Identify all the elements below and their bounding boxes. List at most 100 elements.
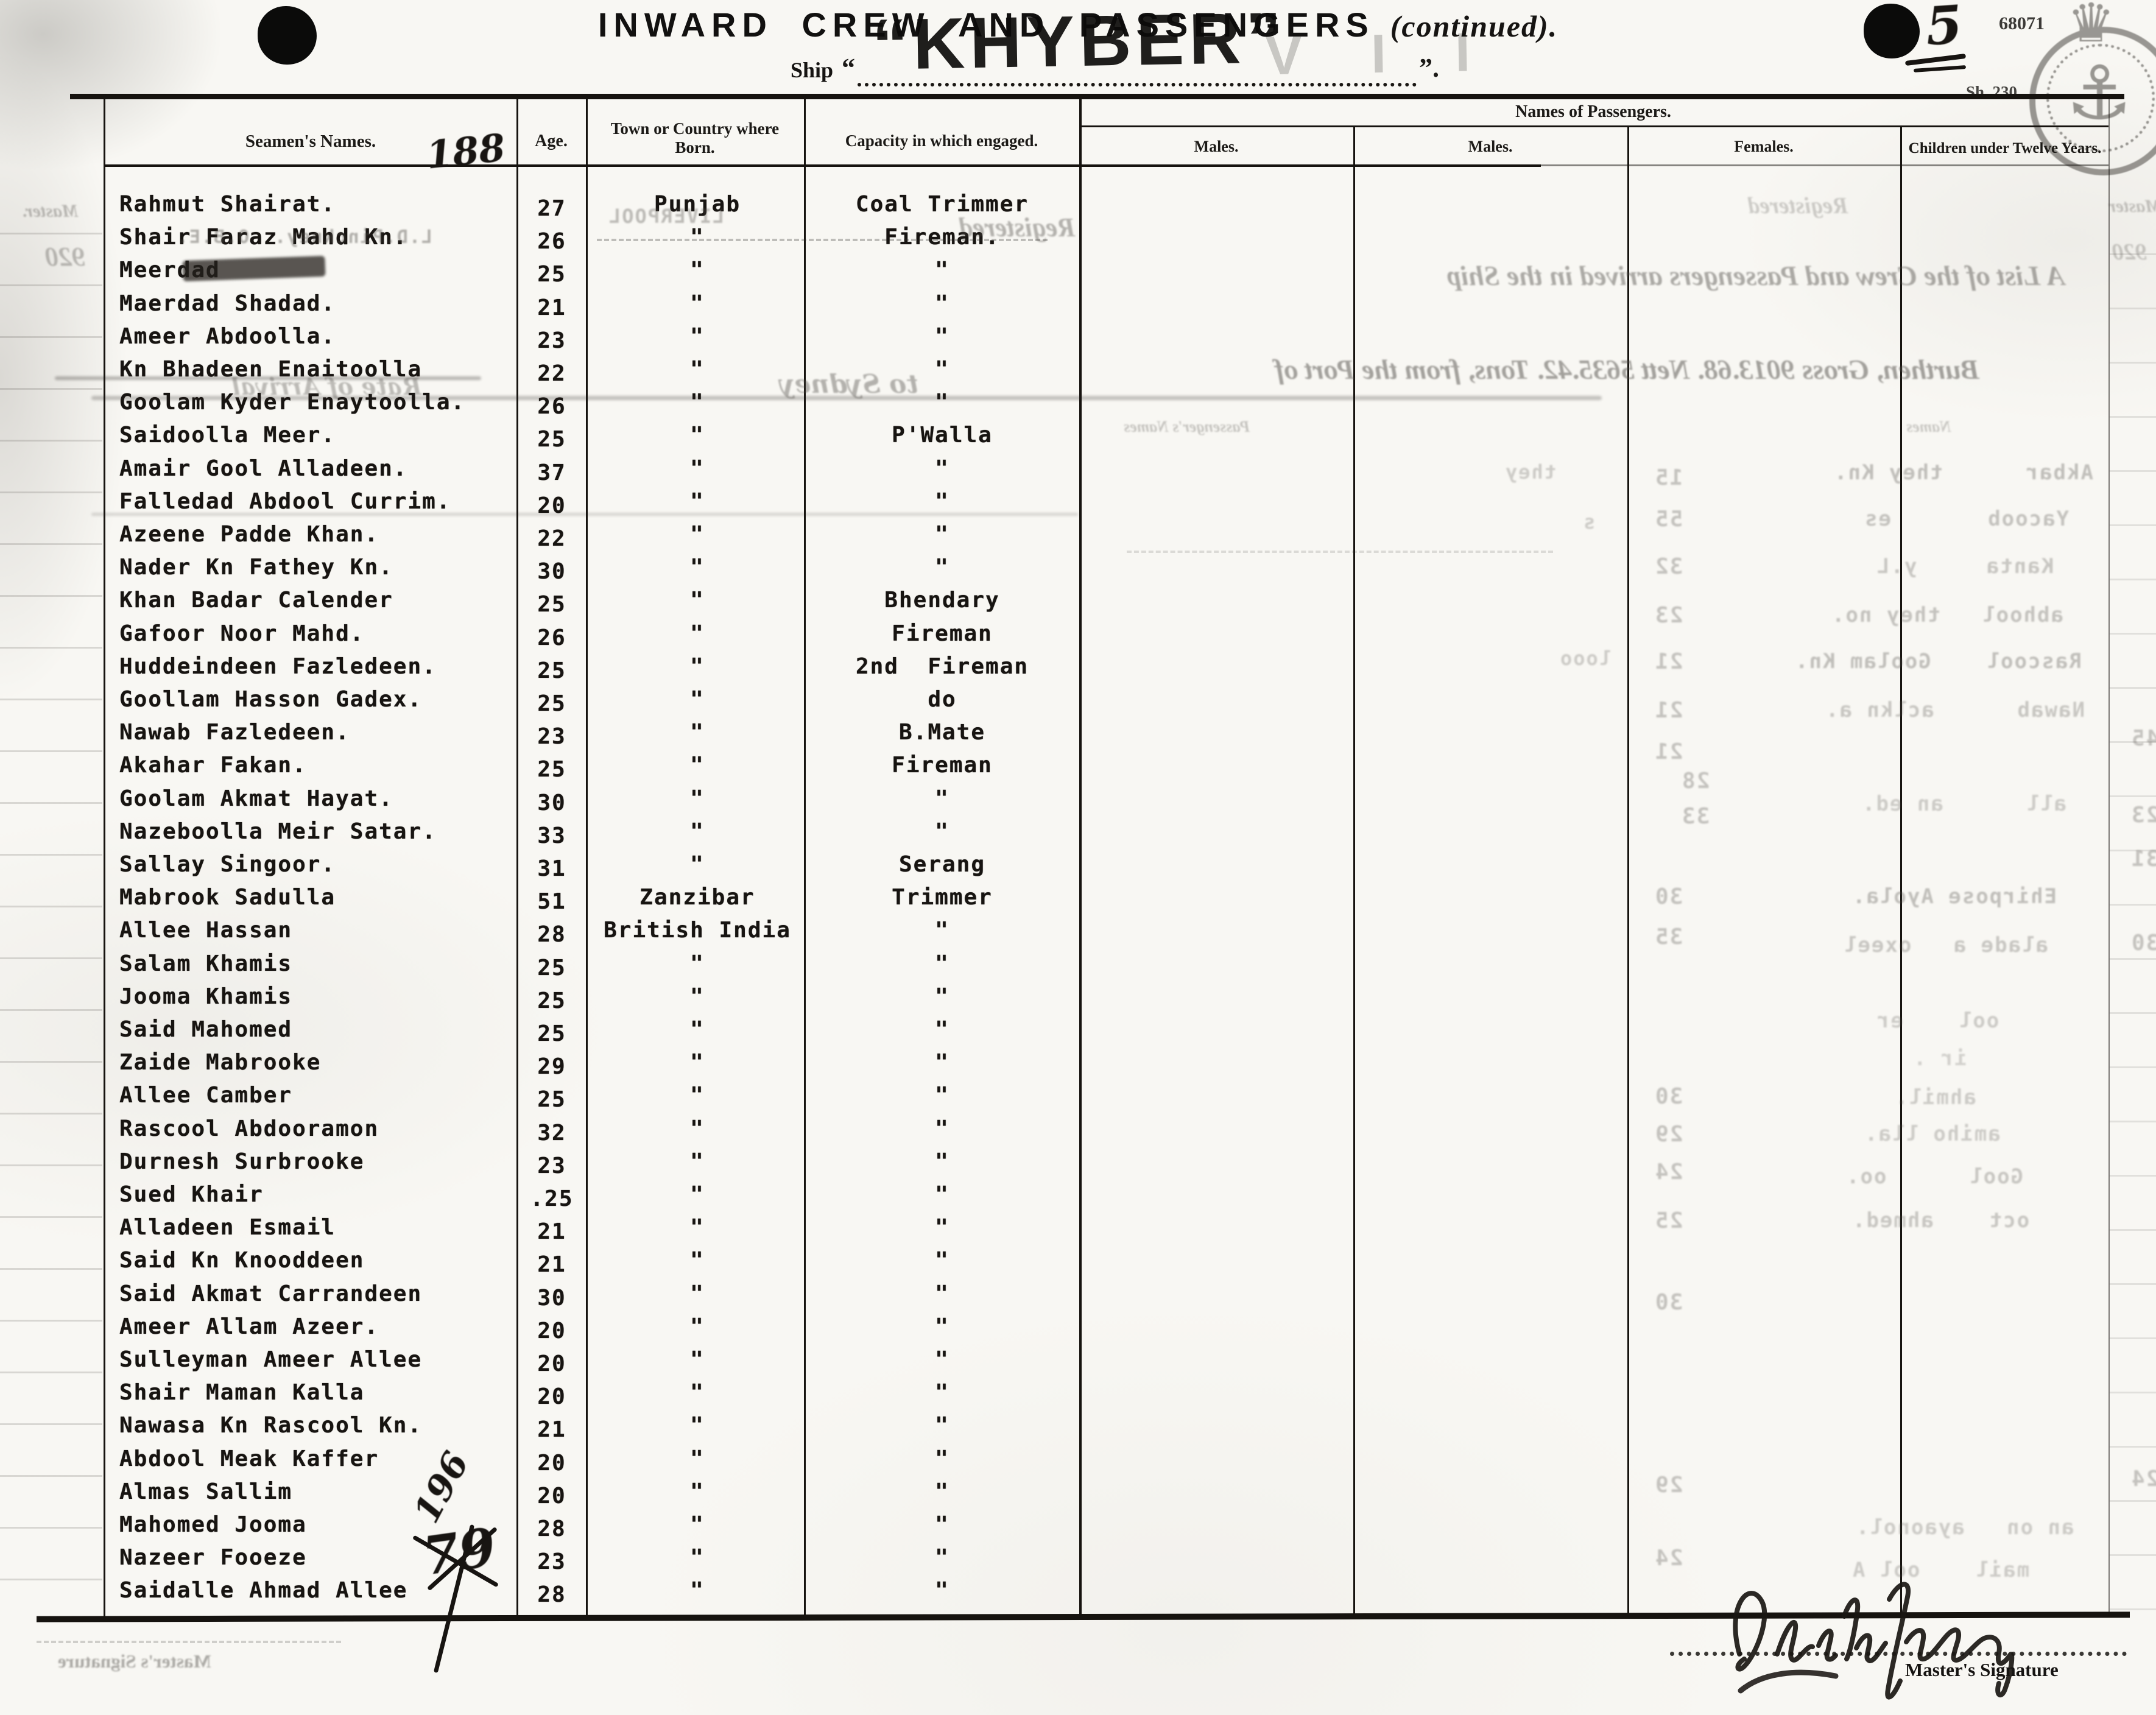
- seaman-capacity: P'Walla: [892, 423, 993, 448]
- bleedthrough-number: 30: [1654, 1084, 1683, 1109]
- table-row: Nawab Fazledeen. 23 " B.Mate: [0, 720, 2156, 753]
- seaman-birthplace: ": [690, 1050, 705, 1076]
- bleedthrough-text: 920: [2112, 239, 2147, 265]
- table-row: Gafoor Noor Mahd. 26 " Fireman: [0, 621, 2156, 654]
- seaman-birthplace: ": [690, 456, 705, 481]
- seaman-birthplace: ": [690, 1017, 705, 1042]
- table-row: Huddeindeen Fazledeen. 25 " 2nd Fireman: [0, 654, 2156, 687]
- seaman-birthplace: ": [690, 1347, 705, 1372]
- seaman-name: Mabrook Sadulla: [119, 885, 336, 910]
- col-header-males-2: Males.: [1468, 138, 1513, 155]
- bleedthrough-text: Yacoob es: [1864, 507, 2070, 531]
- seaman-capacity: ": [935, 1215, 949, 1241]
- seaman-birthplace: ": [690, 1545, 705, 1571]
- seaman-capacity: ": [935, 1281, 949, 1306]
- seaman-name: Kn Bhadeen Enaitoolla: [119, 357, 423, 382]
- seaman-birthplace: ": [690, 291, 705, 316]
- seaman-birthplace: ": [690, 1281, 705, 1306]
- bleedthrough-number: 32: [1654, 554, 1683, 579]
- seaman-capacity: ": [935, 488, 949, 514]
- seaman-name: Said Akmat Carrandeen: [119, 1281, 423, 1306]
- col-divider-age-born: [586, 96, 588, 1616]
- ship-open-quote: “: [842, 53, 855, 83]
- table-row: Goolam Akmat Hayat. 30 " ": [0, 786, 2156, 819]
- seaman-capacity: ": [935, 1380, 949, 1406]
- seaman-age: 23: [537, 1549, 566, 1575]
- seaman-capacity: ": [935, 1545, 949, 1571]
- seaman-name: Shair Maman Kalla: [119, 1380, 365, 1406]
- strike-smudge: [55, 376, 481, 380]
- seaman-capacity: 2nd Fireman: [855, 653, 1029, 679]
- col-divider-males2-females: [1627, 127, 1629, 1616]
- seaman-name: Falledad Abdool Currim.: [119, 488, 451, 514]
- bleedthrough-text: s: [1582, 510, 1596, 534]
- seaman-capacity: ": [935, 1512, 949, 1537]
- seaman-age: 29: [537, 1054, 566, 1080]
- bleedthrough-number: 30: [1654, 1290, 1683, 1315]
- seaman-name: Goollam Hasson Gadex.: [119, 687, 423, 712]
- bleedthrough-text: Nawab aclkn a.: [1825, 698, 2085, 722]
- seaman-capacity: ": [935, 456, 949, 481]
- seaman-name: Ameer Abdoolla.: [119, 323, 336, 349]
- table-row: Alladeen Esmail 21 " ": [0, 1215, 2156, 1248]
- bleedthrough-number: 23: [2130, 803, 2156, 828]
- table-row: Maerdad Shadad. 21 " ": [0, 291, 2156, 324]
- col-header-capacity: Capacity in which engaged.: [845, 132, 1038, 150]
- table-row: Nazeer Fooeze 23 " ": [0, 1545, 2156, 1578]
- col-divider-name-age: [516, 96, 518, 1616]
- seaman-age: 20: [537, 1384, 566, 1410]
- seaman-birthplace: ": [690, 753, 705, 778]
- seaman-capacity: ": [935, 323, 949, 349]
- seaman-birthplace: ": [690, 687, 705, 712]
- seaman-name: Goolam Kyder Enaytoolla.: [119, 390, 466, 415]
- seaman-capacity: ": [935, 1017, 949, 1042]
- seaman-birthplace: Zanzibar: [639, 885, 755, 910]
- bleedthrough-number: 30: [2130, 931, 2156, 956]
- bleedthrough-text: ir .: [1912, 1046, 1967, 1071]
- seaman-capacity: Trimmer: [892, 885, 993, 910]
- seaman-name: Mahomed Jooma: [119, 1512, 307, 1537]
- seaman-birthplace: ": [690, 390, 705, 415]
- bleedthrough-number: 33: [1681, 804, 1710, 829]
- seaman-name: Sallay Singoor.: [119, 852, 336, 877]
- bleedthrough-dashed-line: [37, 1641, 341, 1643]
- bleedthrough-text: Ehirpose Ayola.: [1851, 884, 2057, 909]
- seaman-birthplace: ": [690, 1512, 705, 1537]
- seaman-age: 27: [537, 196, 566, 221]
- seaman-capacity: B.Mate: [898, 720, 986, 745]
- seaman-capacity: ": [935, 1182, 949, 1207]
- bleedthrough-number: 21: [1654, 698, 1683, 723]
- seaman-name: Maerdad Shadad.: [119, 291, 336, 316]
- master-signature-scrawl: [1733, 1582, 2015, 1700]
- seaman-age: 51: [537, 889, 566, 915]
- seaman-name: Ameer Allam Azeer.: [119, 1314, 379, 1339]
- seaman-birthplace: ": [690, 488, 705, 514]
- seaman-capacity: ": [935, 1116, 949, 1141]
- bleedthrough-text: L.D.Pinckney. O.B.E.: [175, 227, 432, 248]
- bleedthrough-text: Master.: [22, 201, 79, 221]
- seaman-capacity: ": [935, 1050, 949, 1076]
- seaman-capacity: Serang: [898, 852, 986, 877]
- seaman-name: Gafoor Noor Mahd.: [119, 621, 365, 646]
- seaman-age: 25: [537, 1087, 566, 1113]
- seaman-birthplace: ": [690, 1446, 705, 1471]
- seaman-age: 25: [537, 658, 566, 683]
- seaman-birthplace: ": [690, 258, 705, 283]
- table-row: Allee Camber 25 " ": [0, 1083, 2156, 1116]
- seaman-birthplace: ": [690, 852, 705, 877]
- seaman-name: Shair Faraz Mahd Kn.: [119, 225, 408, 250]
- seaman-capacity: ": [935, 390, 949, 415]
- anchor-icon: ⚓: [2066, 50, 2133, 136]
- faint-smudge-line: [91, 513, 1078, 516]
- bleedthrough-text: ool er: [1876, 1009, 1999, 1033]
- seaman-capacity: ": [935, 1248, 949, 1273]
- seaman-capacity: ": [935, 1479, 949, 1504]
- seaman-birthplace: ": [690, 1578, 705, 1604]
- seaman-name: Jooma Khamis: [119, 984, 293, 1009]
- seaman-capacity: ": [935, 918, 949, 943]
- seaman-name: Sulleyman Ameer Allee: [119, 1347, 423, 1372]
- bleedthrough-text: all an ed.: [1861, 792, 2067, 816]
- seaman-capacity: ": [935, 1347, 949, 1372]
